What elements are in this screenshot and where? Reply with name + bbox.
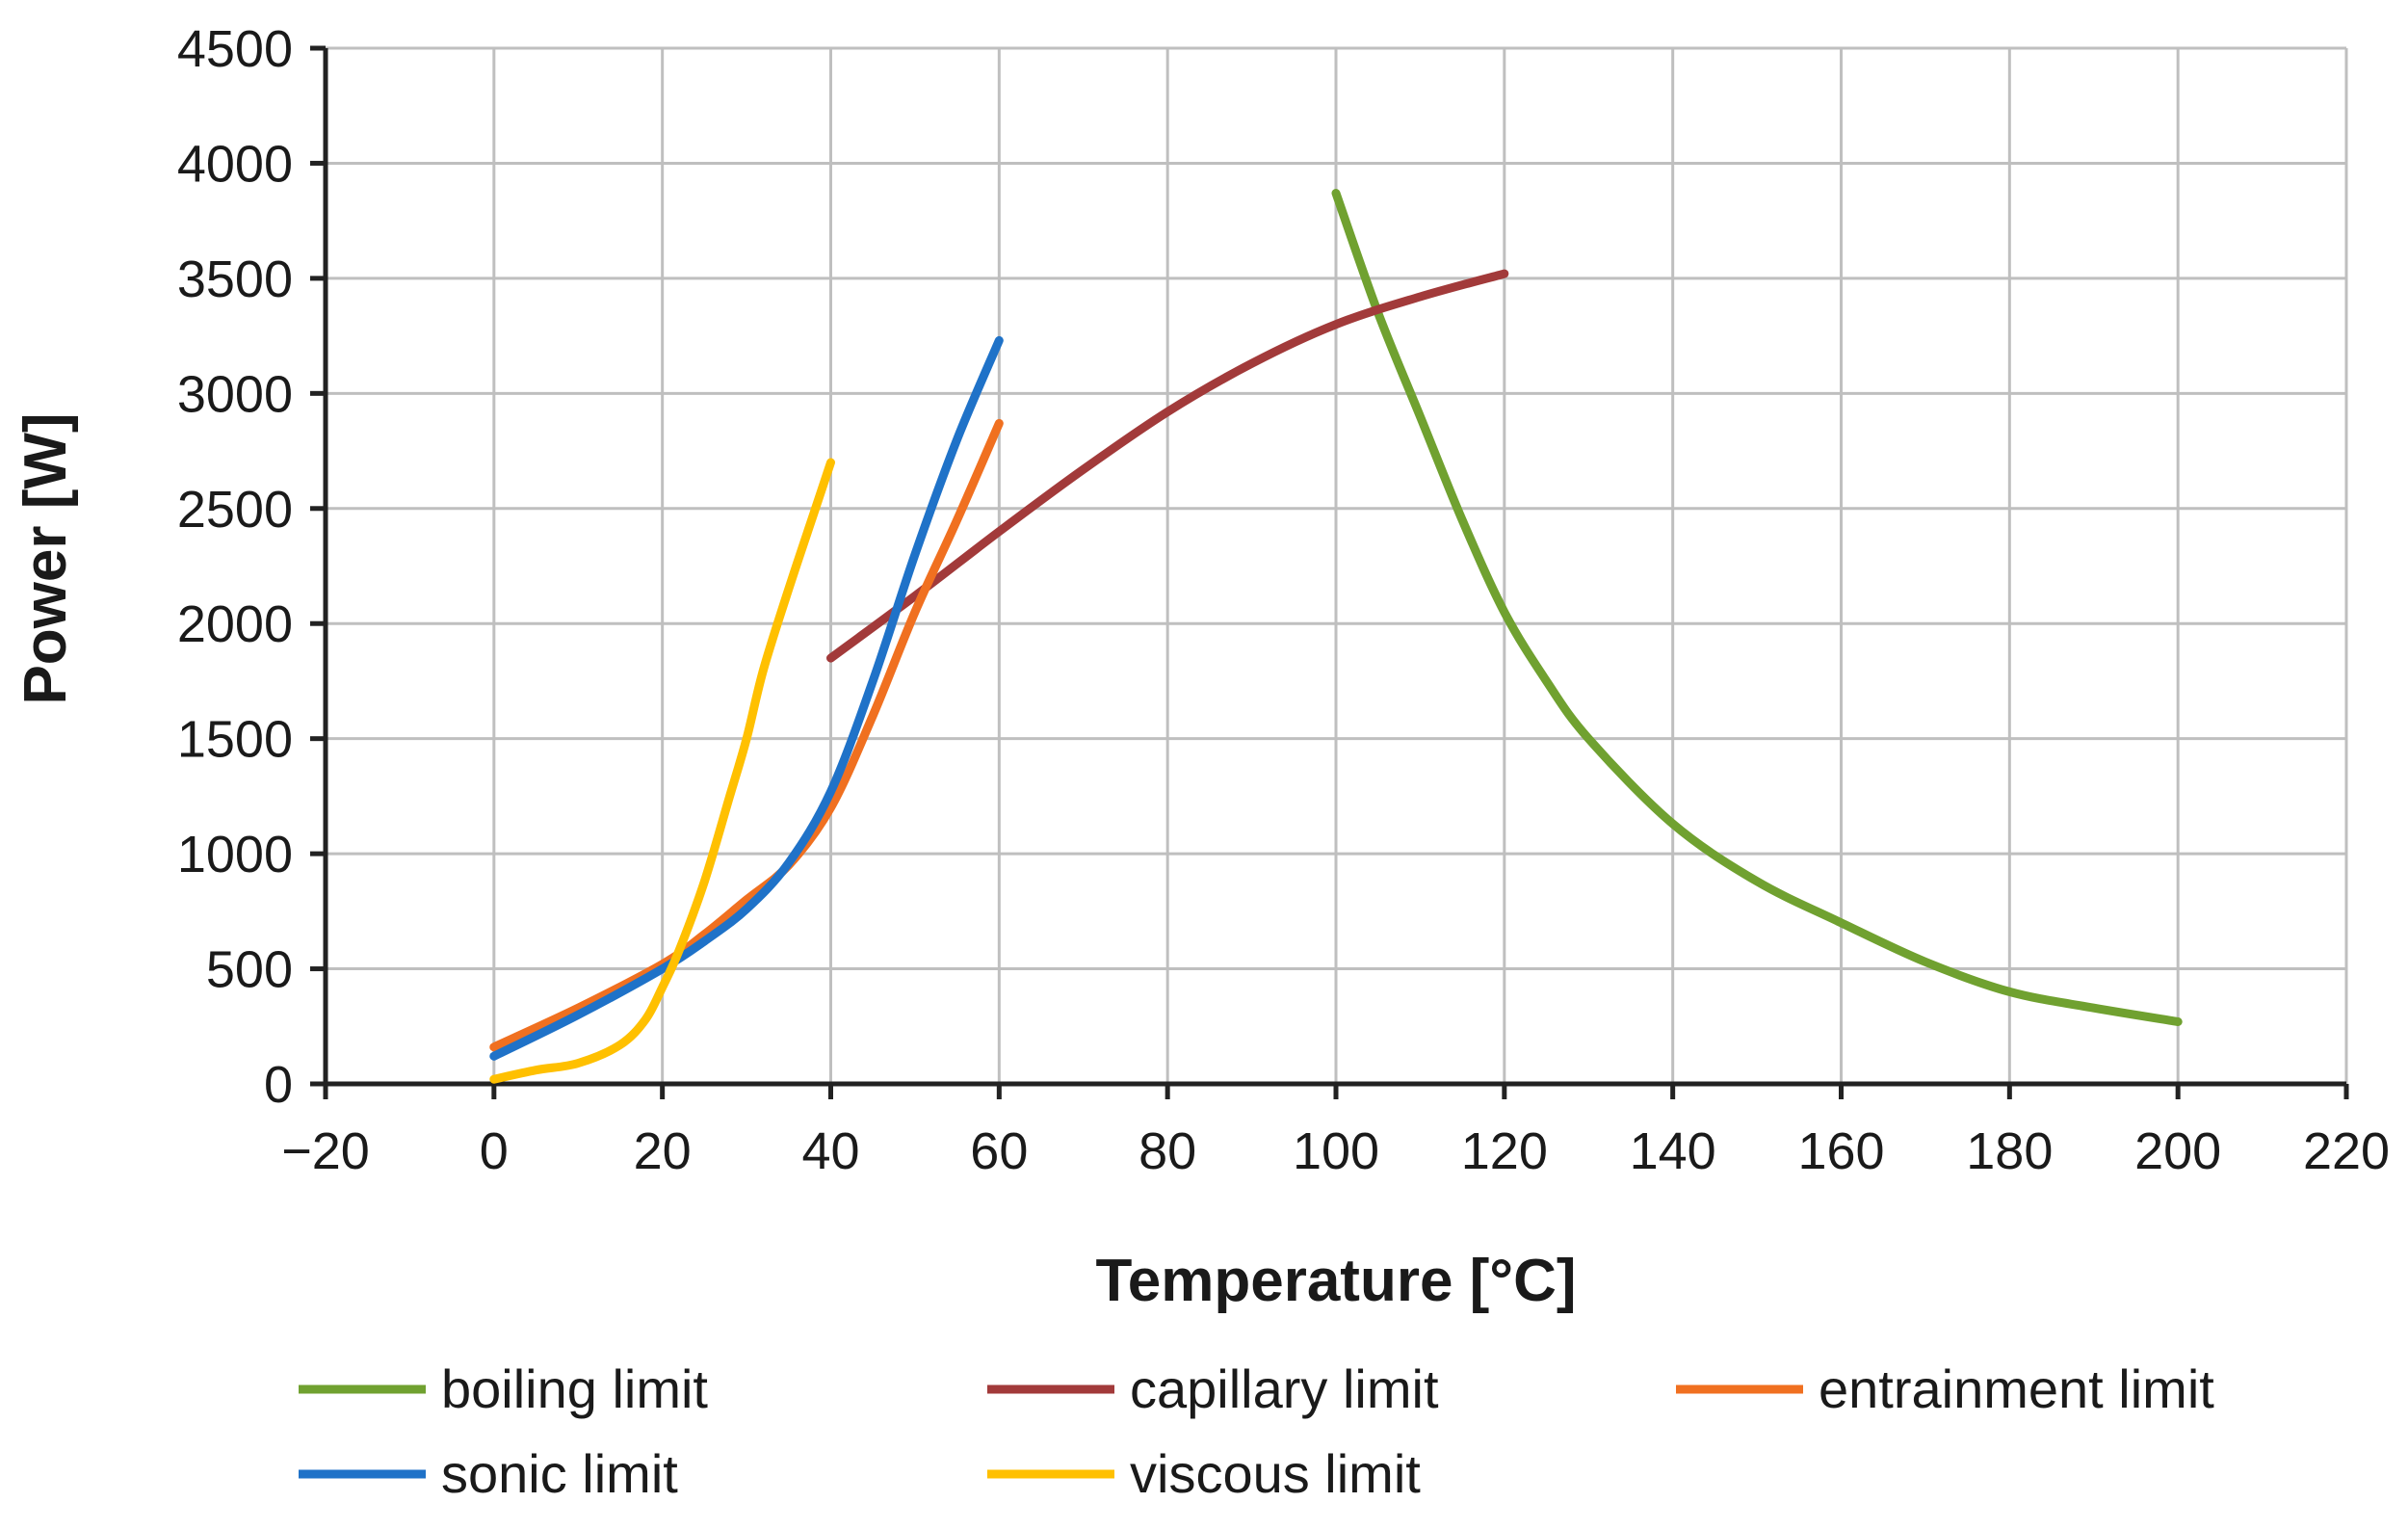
legend-label-viscous-limit: viscous limit (1130, 1443, 1421, 1504)
y-tick-label: 2500 (177, 481, 293, 539)
viscous-limit-line (489, 458, 835, 1084)
capillary-limit-line (826, 269, 1509, 663)
x-tick-label: 200 (2134, 1122, 2221, 1180)
x-axis-title: Temperature [°C] (1095, 1248, 1576, 1314)
y-tick-label: 2000 (177, 595, 293, 653)
y-tick-label: 3000 (177, 365, 293, 423)
x-tick-label: 220 (2303, 1122, 2390, 1180)
y-tick-label: 0 (264, 1056, 293, 1114)
y-tick-label: 1000 (177, 826, 293, 883)
x-tick-label: 120 (1461, 1122, 1548, 1180)
y-tick-label: 4000 (177, 135, 293, 193)
x-tick-label: 180 (1966, 1122, 2053, 1180)
legend-label-entrainment-limit: entrainment limit (1819, 1358, 2214, 1419)
y-tick-labels: 0 500 1000 1500 2000 2500 3000 3500 4000 4500 (177, 20, 293, 1114)
x-tick-labels: −20 0 20 40 60 80 100 120 140 160 180 200 220 (281, 1122, 2390, 1180)
x-tick-label: 60 (970, 1122, 1028, 1180)
x-tick-label: 100 (1293, 1122, 1379, 1180)
x-tick-label: 80 (1139, 1122, 1196, 1180)
x-tick-label: 0 (480, 1122, 509, 1180)
y-tick-label: 4500 (177, 20, 293, 78)
legend-label-capillary-limit: capillary limit (1130, 1358, 1439, 1419)
legend: boiling limit capillary limit entrainment … (299, 1358, 2214, 1504)
legend-label-boiling-limit: boiling limit (441, 1358, 708, 1419)
x-tick-label: 160 (1797, 1122, 1884, 1180)
sonic-limit-line (489, 335, 1004, 1061)
boiling-limit-line (1331, 189, 2183, 1026)
y-tick-label: 500 (206, 941, 293, 999)
x-tick-label: 40 (801, 1122, 859, 1180)
y-axis-title: Power [W] (13, 412, 79, 704)
legend-label-sonic-limit: sonic limit (441, 1443, 678, 1504)
x-tick-label: −20 (281, 1122, 370, 1180)
y-tick-label: 1500 (177, 711, 293, 769)
series-lines (489, 189, 2183, 1084)
x-tick-label: 140 (1630, 1122, 1716, 1180)
x-tick-label: 20 (634, 1122, 692, 1180)
y-tick-label: 3500 (177, 250, 293, 308)
axes (310, 45, 2349, 1099)
